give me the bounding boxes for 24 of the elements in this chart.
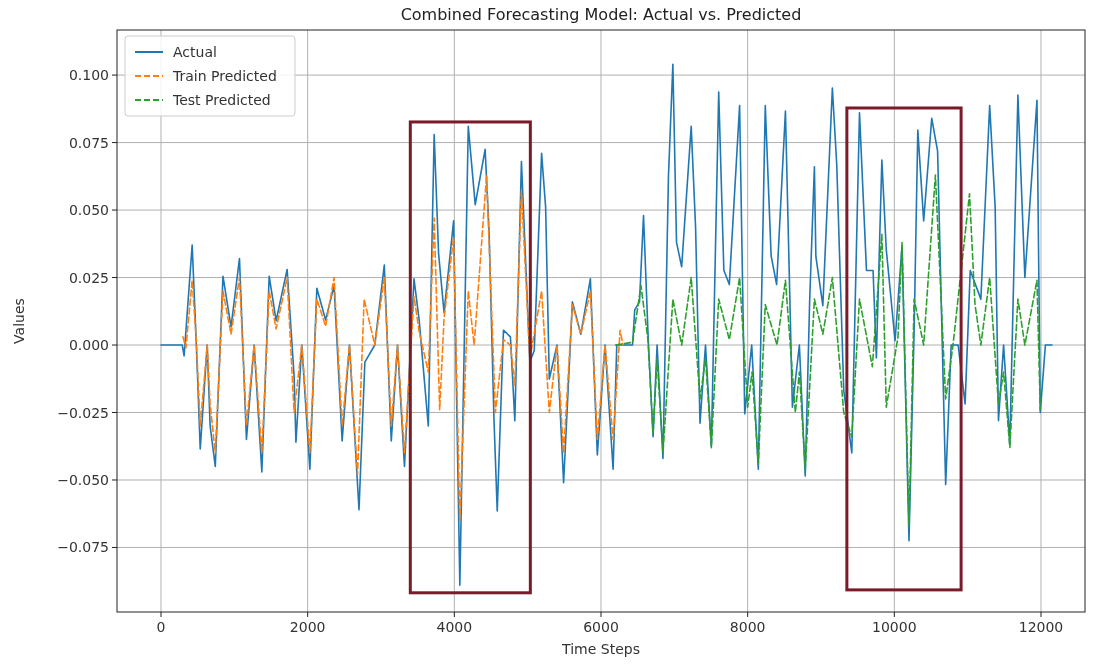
x-axis-title: Time Steps (561, 641, 640, 657)
y-tick-label: 0.000 (68, 337, 109, 354)
y-tick-label: −0.025 (57, 404, 109, 421)
line-series (160, 63, 1053, 587)
legend-label: Train Predicted (172, 68, 277, 84)
y-tick-label: −0.050 (57, 472, 109, 488)
x-tick-label: 2000 (289, 619, 326, 635)
legend-label: Actual (173, 44, 217, 60)
x-tick-label: 8000 (729, 619, 766, 635)
y-tick-label: 0.075 (68, 134, 109, 151)
y-tick-label: −0.075 (57, 539, 109, 556)
y-tick-label: 0.025 (68, 269, 109, 286)
x-tick-label: 0 (156, 619, 166, 635)
y-tick-label: 0.050 (68, 202, 109, 219)
x-tick-label: 10000 (872, 619, 917, 635)
chart-title: Combined Forecasting Model: Actual vs. Predicted (400, 5, 802, 24)
legend-label: Test Predicted (172, 92, 271, 108)
x-tick-label: 12000 (1018, 619, 1064, 635)
y-axis-title: Values (11, 298, 27, 344)
x-tick-label: 4000 (436, 619, 473, 635)
line-series (182, 174, 624, 522)
line-series (614, 174, 1042, 527)
x-tick-label: 6000 (583, 619, 619, 635)
y-tick-label: 0.100 (68, 67, 109, 84)
